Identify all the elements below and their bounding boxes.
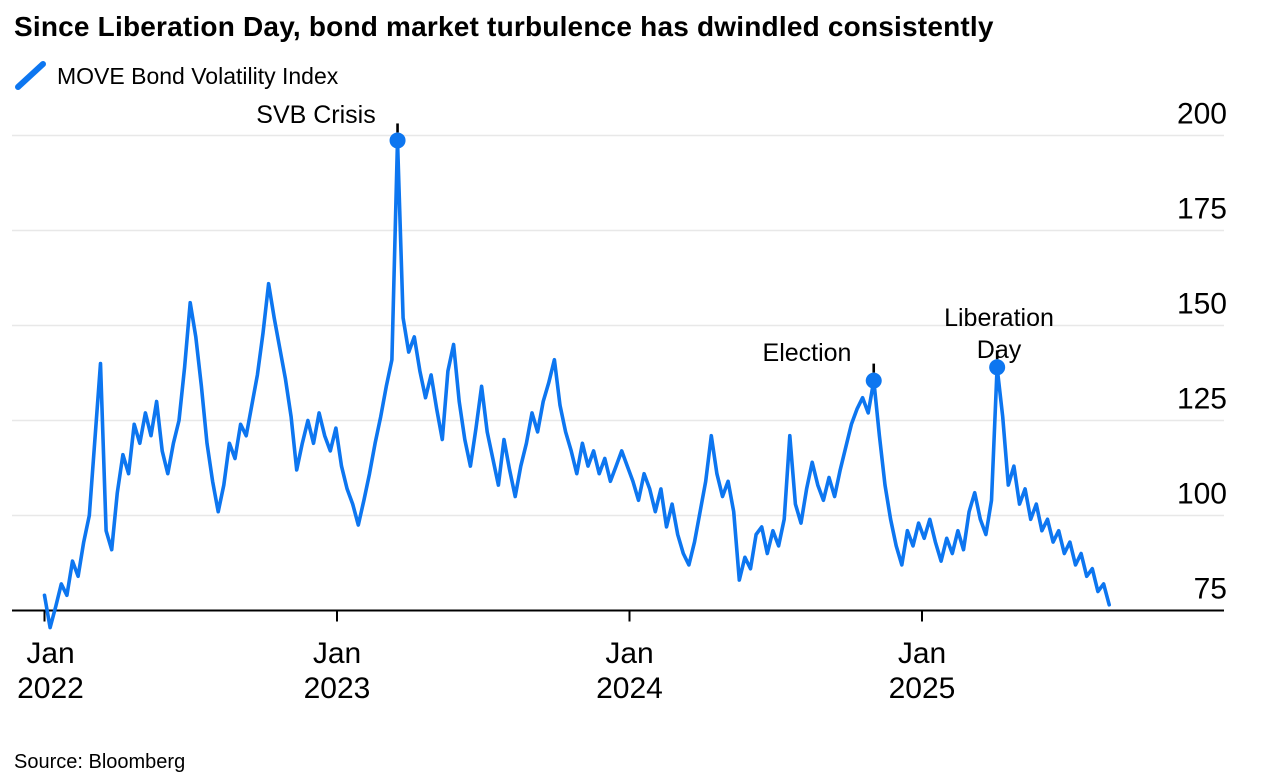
event-marker-dot [865,372,882,389]
event-marker-dot [989,359,1006,376]
data-series [42,138,1111,630]
y-axis-tick-label: 75 [1194,573,1227,606]
annotation-leader-tick [396,123,399,133]
event-marker-dot [389,132,406,149]
x-axis-tick-label-month: Jan [898,637,946,670]
y-axis-tick-label: 100 [1177,478,1227,511]
x-axis-tick-label-month: Jan [605,637,653,670]
x-axis-tick-label-year: 2025 [889,672,956,705]
y-axis-tick-label: 125 [1177,383,1227,416]
legend: MOVE Bond Volatility Index [14,60,338,92]
annotation-label-svb-crisis: SVB Crisis [256,101,375,129]
chart-title: Since Liberation Day, bond market turbul… [14,11,994,42]
source-label: Source: Bloomberg [14,751,186,773]
x-axis-tick-label-year: 2022 [17,672,84,705]
y-axis-labels: 75 100 125 150 175 200 [1177,98,1227,606]
y-axis-tick-label: 200 [1177,98,1227,131]
annotation-leader-tick [995,350,999,360]
event-markers [389,123,1006,389]
x-axis-tick-label-month: Jan [26,637,74,670]
annotation-label-election: Election [763,339,852,367]
line-series-icon [15,61,46,90]
annotation-label-liberation-day-line1: Liberation [944,304,1054,332]
x-axis-tick-label-month: Jan [313,637,361,670]
y-axis-tick-label: 150 [1177,288,1227,321]
x-axis [12,609,1224,622]
legend-label: MOVE Bond Volatility Index [57,62,339,89]
annotation-leader-tick [872,363,876,373]
data-line [42,138,1111,630]
x-axis-tick-label-year: 2024 [596,672,663,705]
gridlines [12,134,1224,517]
x-axis-tick-label-year: 2023 [304,672,371,705]
annotation-label-liberation-day-line2: Day [977,336,1022,364]
annotation-labels: SVB Crisis Election Liberation Day [256,101,1054,367]
y-axis-tick-label: 175 [1177,193,1227,226]
